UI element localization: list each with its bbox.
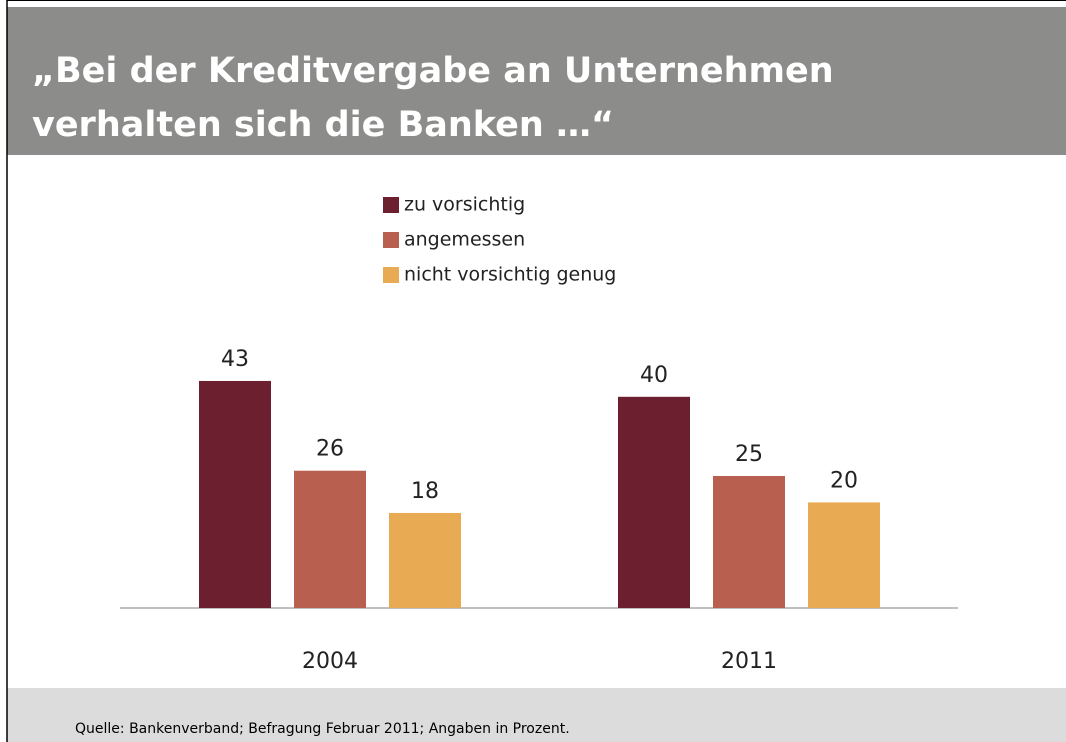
data-label: 40 [640, 363, 668, 388]
legend-swatch [383, 267, 399, 283]
bar [389, 512, 461, 608]
legend-swatch [383, 232, 399, 248]
chart-title: verhalten sich die Banken …“ [32, 105, 614, 145]
bar [618, 396, 690, 608]
bar [713, 476, 785, 608]
chart-title: „Bei der Kreditvergabe an Unternehmen [32, 51, 834, 91]
bar [199, 380, 271, 608]
data-label: 25 [735, 442, 763, 467]
header-band [7, 7, 1066, 155]
data-label: 43 [221, 347, 249, 372]
legend-label: nicht vorsichtig genug [404, 264, 616, 286]
footer-band [7, 688, 1066, 742]
bar [294, 470, 366, 608]
source-note: Quelle: Bankenverband; Befragung Februar… [75, 721, 570, 737]
data-label: 18 [411, 479, 439, 504]
data-label: 20 [830, 468, 858, 493]
bar [808, 502, 880, 608]
legend-label: zu vorsichtig [404, 194, 525, 216]
x-tick-label: 2011 [721, 649, 777, 674]
legend-swatch [383, 197, 399, 213]
x-tick-label: 2004 [302, 649, 358, 674]
legend-label: angemessen [404, 229, 525, 251]
data-label: 26 [316, 437, 344, 462]
